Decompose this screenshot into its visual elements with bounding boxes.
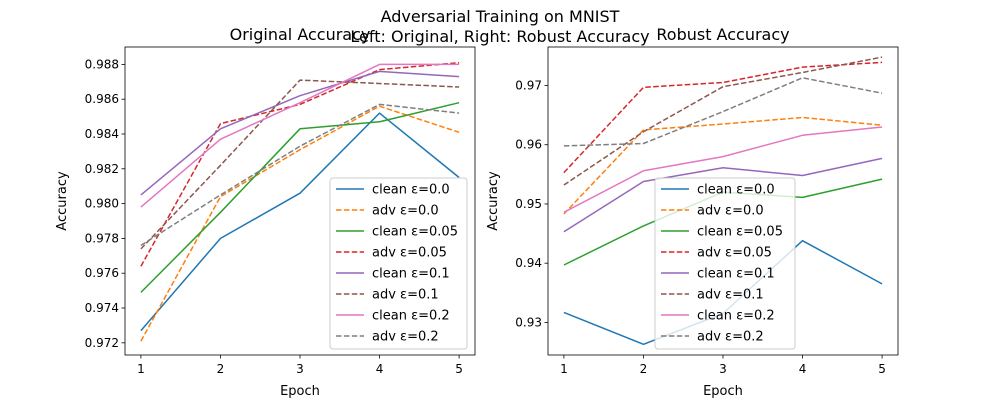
y-tick-label: 0.94 [515,256,542,270]
series-line-6 [563,126,883,213]
series-line-7 [563,77,883,147]
legend-box [329,177,468,350]
series-line-3 [140,61,460,267]
legend-label-0: clean ε=0.0 [372,183,450,198]
y-tick-label: 0.980 [85,197,119,211]
legend: clean ε=0.0 adv ε=0.0 clean ε=0.05 adv ε=0.… [654,177,796,350]
legend-label-1: adv ε=0.0 [372,204,439,219]
legend-label-7: adv ε=0.2 [372,330,439,345]
series-line-7 [140,103,460,247]
chart-title: Original Accuracy [230,25,371,44]
series-line-6 [140,63,460,208]
legend-label-4: clean ε=0.1 [372,267,450,282]
x-tick-label: 3 [719,362,727,376]
x-tick-label: 1 [137,362,145,376]
y-axis-label: Accuracy [486,171,501,231]
legend-label-6: clean ε=0.2 [697,309,775,324]
series-line-5 [563,56,883,186]
y-axis-label: Accuracy [55,171,70,231]
series-line-3 [563,61,883,174]
legend-label-7: adv ε=0.2 [697,330,764,345]
chart-original-accuracy: Original Accuracy 1 2 3 4 5 0.972 0.974 0.976 0.9… [55,25,476,399]
series-line-1 [563,116,883,215]
x-tick-label: 2 [217,362,225,376]
y-tick-label: 0.978 [85,231,119,245]
legend: clean ε=0.0 adv ε=0.0 clean ε=0.05 adv ε=0.… [329,177,468,350]
y-tick-label: 0.976 [85,266,119,280]
series-line-4 [140,70,460,196]
legend-label-2: clean ε=0.05 [697,225,783,240]
x-tick-label: 1 [560,362,568,376]
legend-label-4: clean ε=0.1 [697,267,775,282]
y-tick-label: 0.986 [85,92,119,106]
y-tick-label: 0.96 [515,138,542,152]
series-line-2 [140,101,460,293]
legend-label-3: adv ε=0.05 [697,246,772,261]
series-line-0 [140,112,460,332]
y-tick-label: 0.95 [515,197,542,211]
legend-label-3: adv ε=0.05 [372,246,447,261]
y-tick-label: 0.982 [85,162,119,176]
y-tick-label: 0.988 [85,57,119,71]
legend-label-6: clean ε=0.2 [372,309,450,324]
x-tick-label: 3 [296,362,304,376]
legend-label-0: clean ε=0.0 [697,183,775,198]
series-line-4 [563,157,883,233]
y-tick-label: 0.974 [85,301,119,315]
legend-label-5: adv ε=0.1 [372,288,439,303]
legend-box [654,177,796,350]
y-tick-label: 0.93 [515,315,542,329]
x-axis-label: Epoch [703,384,743,399]
series-line-5 [140,79,460,250]
chart-title: Robust Accuracy [656,25,789,44]
figure-suptitle-line2: Left: Original, Right: Robust Accuracy [350,27,649,46]
x-tick-label: 5 [455,362,463,376]
y-tick-label: 0.972 [85,336,119,350]
chart-robust-accuracy: Robust Accuracy 1 2 3 4 5 0.93 0.94 0.95 0.96 0.97… [486,25,899,399]
legend-label-5: adv ε=0.1 [697,288,764,303]
legend-label-2: clean ε=0.05 [372,225,458,240]
x-axis-label: Epoch [280,384,320,399]
y-tick-label: 0.97 [515,79,542,93]
x-tick-label: 5 [878,362,886,376]
x-tick-label: 4 [799,362,807,376]
x-tick-label: 2 [640,362,648,376]
x-tick-label: 4 [376,362,384,376]
figure-suptitle-line1: Adversarial Training on MNIST [381,7,620,26]
legend-label-1: adv ε=0.0 [697,204,764,219]
y-tick-label: 0.984 [85,127,119,141]
